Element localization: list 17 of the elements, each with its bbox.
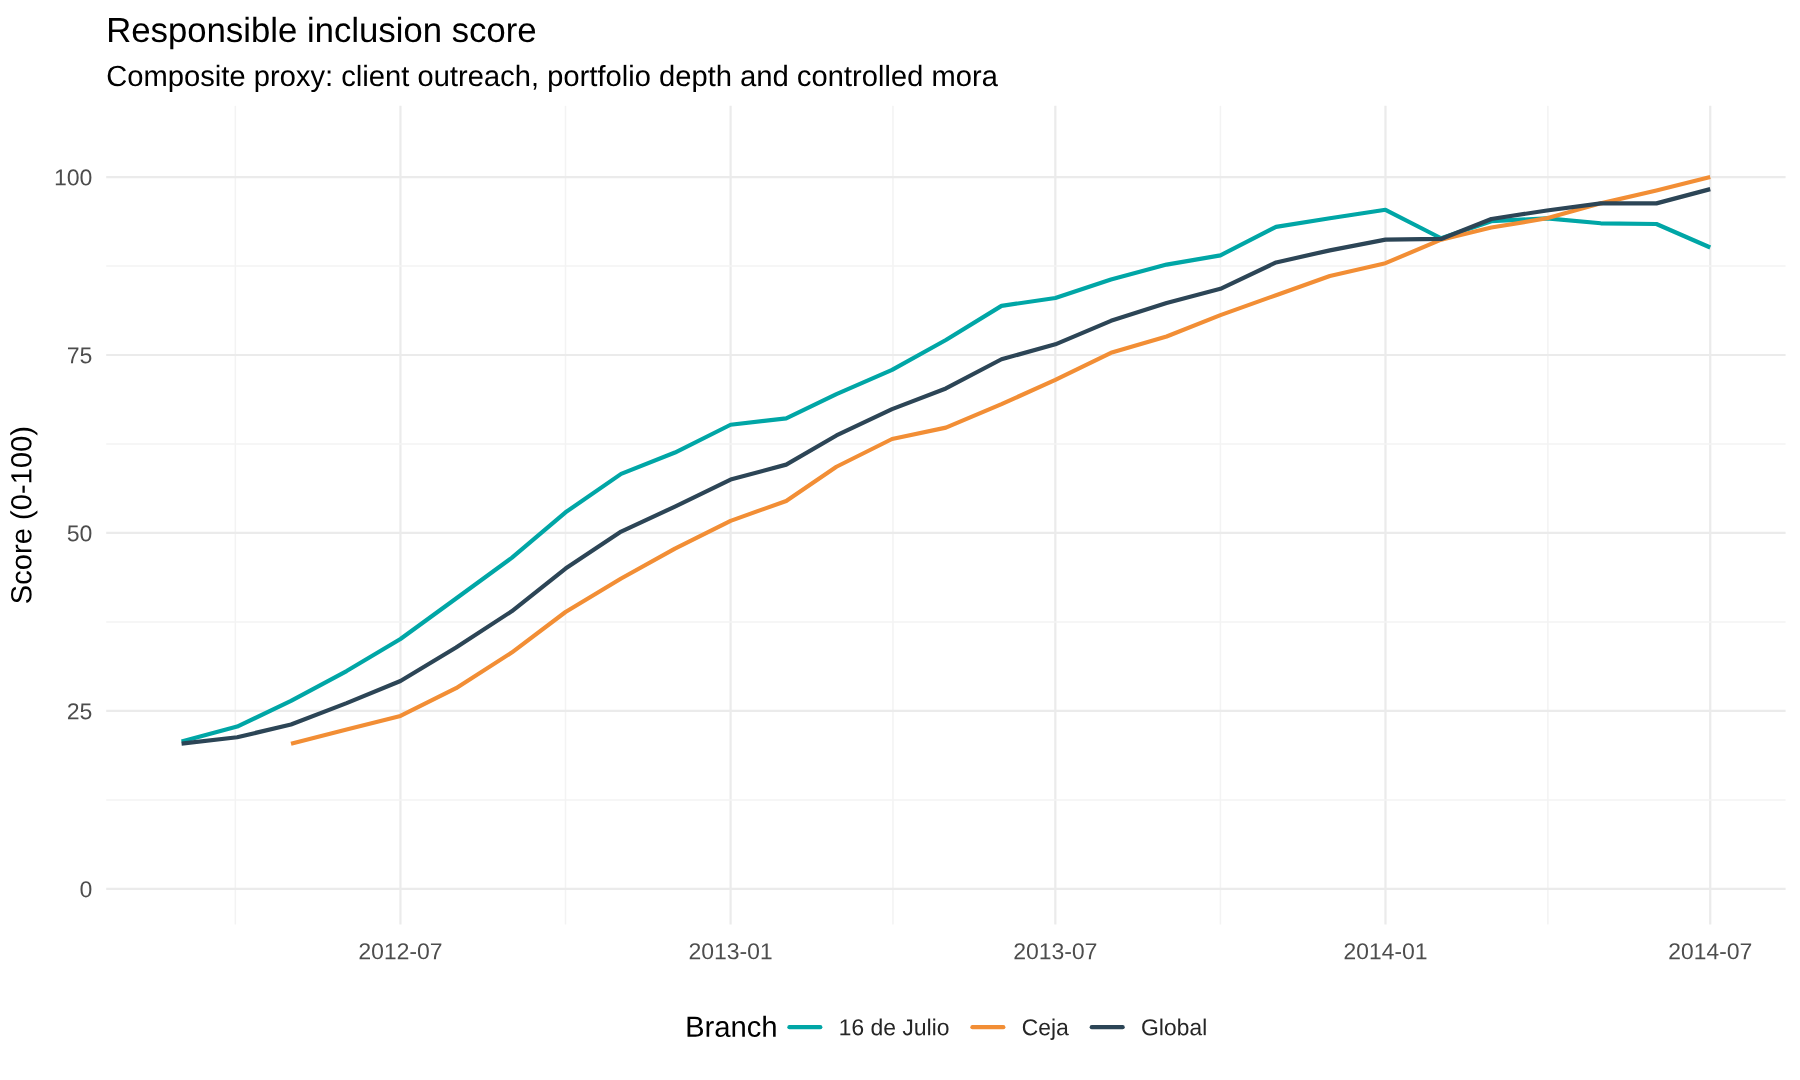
- chart-subtitle: Composite proxy: client outreach, portfolio depth and controlled mora: [107, 64, 998, 93]
- legend-label: 16 de Julio: [840, 1018, 949, 1036]
- x-tick-label: 2012-07: [359, 943, 442, 960]
- x-tick-label: 2014-07: [1669, 943, 1752, 960]
- chart-title: Responsible inclusion score: [109, 16, 536, 50]
- y-tick-label: 100: [55, 169, 92, 186]
- y-tick-label: 25: [67, 703, 92, 720]
- x-tick-label: 2013-07: [1014, 943, 1097, 960]
- legend-label: Global: [1142, 1018, 1206, 1036]
- y-axis-title: Score (0-100): [10, 427, 38, 603]
- legend-label: Ceja: [1022, 1018, 1069, 1040]
- x-tick-label: 2013-01: [689, 943, 772, 960]
- y-tick-label: 0: [80, 881, 92, 898]
- legend-title: Branch: [687, 1015, 776, 1038]
- x-tick-label: 2014-01: [1344, 943, 1427, 960]
- y-tick-label: 50: [67, 525, 92, 542]
- y-tick-label: 75: [68, 347, 92, 364]
